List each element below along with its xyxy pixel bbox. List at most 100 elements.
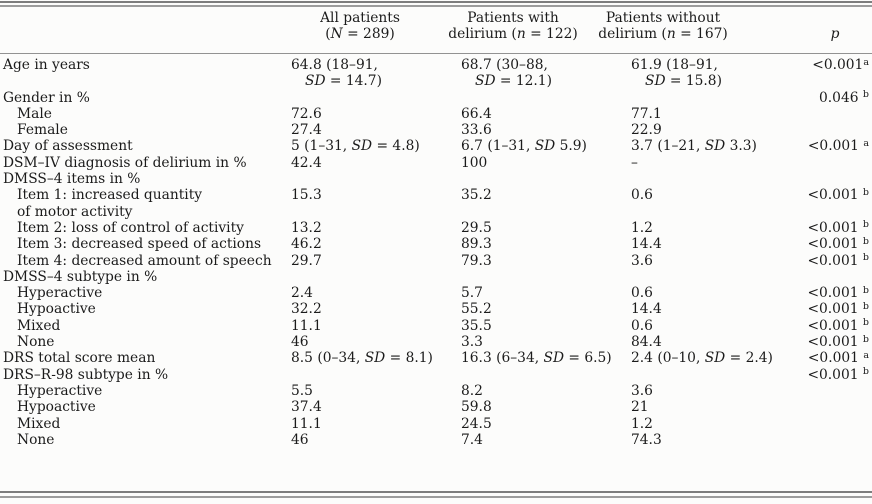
- cell-with-delirium: 79.3: [461, 252, 492, 269]
- bottom-rule-inner: [0, 496, 872, 498]
- cell-without-delirium: 3.6: [631, 382, 653, 399]
- cell-p-value: <0.001 a: [807, 137, 869, 155]
- cell-without-delirium: [631, 269, 798, 285]
- cell-without-delirium: 1.2: [631, 219, 653, 236]
- table-header: All patients (N = 289) Patients with del…: [0, 10, 872, 51]
- cell-all-patients: 27.4: [291, 122, 322, 139]
- cell-p-value: [798, 399, 872, 415]
- cell-p-value: <0.001 b: [807, 300, 869, 318]
- cell-with-delirium: 55.2: [461, 301, 492, 318]
- cell-with-delirium: 8.2: [461, 382, 483, 399]
- row-label: None: [17, 334, 55, 351]
- table-row: Item 3: decreased speed of actions 46.2 89…: [0, 236, 872, 252]
- row-label: Day of assessment: [3, 138, 133, 155]
- cell-without-delirium: 3.7 (1–21, SD 3.3): [631, 138, 757, 155]
- column-header-line1: All patients: [320, 10, 400, 26]
- cell-p-value: 0.046 b: [819, 89, 869, 106]
- cell-without-delirium: 14.4: [631, 236, 662, 253]
- cell-p-value: <0.001 b: [807, 284, 869, 302]
- table-row: None 46 3.3 84.4 <0.001 b: [0, 334, 872, 350]
- column-header-line1: Patients with: [467, 10, 559, 26]
- row-label: Age in years: [3, 57, 90, 73]
- cell-p-value: <0.001 b: [807, 186, 869, 204]
- row-label: Item 4: decreased amount of speech: [17, 252, 272, 269]
- cell-with-delirium: 68.7 (30–88, SD = 12.1): [461, 57, 552, 90]
- row-label: Item 1: increased quantity of motor activ…: [17, 187, 203, 220]
- row-label: Female: [17, 122, 68, 139]
- column-header-line1: Patients without: [605, 10, 721, 26]
- cell-without-delirium: –: [631, 154, 638, 171]
- cell-all-patients: 72.6: [291, 105, 322, 122]
- cell-without-delirium: 84.4: [631, 334, 662, 351]
- row-label: None: [17, 431, 55, 448]
- column-header-without-delirium: Patients without delirium (n = 167): [588, 10, 738, 43]
- column-header-line2: delirium (n = 122): [448, 25, 578, 42]
- cell-p-value: <0.001 b: [807, 333, 869, 351]
- cell-all-patients: [291, 90, 461, 106]
- bottom-rule-outer: [0, 491, 872, 493]
- cell-p-value: [798, 269, 872, 285]
- cell-with-delirium: 16.3 (6–34, SD = 6.5): [461, 350, 612, 367]
- table-row: Age in years 64.8 (18–91, SD = 14.7) 68.7 (…: [0, 57, 872, 90]
- table-row: Hyperactive 2.4 5.7 0.6 <0.001 b: [0, 285, 872, 301]
- row-label: Mixed: [17, 415, 61, 432]
- column-header-p: p: [830, 26, 840, 42]
- cell-p-value: [798, 106, 872, 122]
- cell-with-delirium: 3.3: [461, 334, 483, 351]
- cell-without-delirium: 1.2: [631, 415, 653, 432]
- cell-all-patients: 15.3: [291, 187, 322, 204]
- cell-p-value: <0.001 b: [807, 317, 869, 334]
- cell-p-value: [798, 155, 872, 171]
- table-row: Female 27.4 33.6 22.9: [0, 122, 872, 138]
- table-row: DRS total score mean 8.5 (0–34, SD = 8.1)…: [0, 350, 872, 366]
- table-row: Mixed 11.1 35.5 0.6 <0.001 b: [0, 318, 872, 334]
- table-body: Age in years 64.8 (18–91, SD = 14.7) 68.7 (…: [0, 57, 872, 448]
- cell-all-patients: 5.5: [291, 382, 313, 399]
- row-label: DMSS–4 subtype in %: [3, 268, 158, 285]
- cell-without-delirium: 0.6: [631, 187, 653, 204]
- row-label: DSM–IV diagnosis of delirium in %: [3, 154, 247, 171]
- column-header-with-delirium: Patients with delirium (n = 122): [438, 10, 588, 43]
- top-rule-outer: [0, 1, 872, 3]
- cell-all-patients: 32.2: [291, 301, 322, 318]
- table-row: None 46 7.4 74.3: [0, 432, 872, 448]
- cell-with-delirium: 33.6: [461, 122, 492, 139]
- table-row: Item 1: increased quantity of motor activ…: [0, 187, 872, 220]
- column-header-all-patients: All patients (N = 289): [290, 10, 430, 43]
- table-row: Hypoactive 37.4 59.8 21: [0, 399, 872, 415]
- cell-all-patients: 37.4: [291, 399, 322, 416]
- table-row: DRS–R-98 subtype in % <0.001 b: [0, 367, 872, 383]
- cell-without-delirium: 61.9 (18–91, SD = 15.8): [631, 57, 722, 90]
- cell-all-patients: [291, 171, 461, 187]
- cell-all-patients: 46.2: [291, 236, 322, 253]
- row-label: Item 3: decreased speed of actions: [17, 236, 262, 253]
- column-header-line2: (N = 289): [325, 25, 395, 42]
- cell-with-delirium: 7.4: [461, 431, 483, 448]
- row-label: Hyperactive: [17, 285, 103, 302]
- cell-without-delirium: 0.6: [631, 285, 653, 302]
- cell-all-patients: 11.1: [291, 317, 322, 334]
- row-label: Hypoactive: [17, 399, 96, 416]
- table-row: Gender in % 0.046 b: [0, 90, 872, 106]
- cell-with-delirium: 5.7: [461, 285, 483, 302]
- row-label: DRS–R-98 subtype in %: [3, 366, 169, 383]
- top-rule-inner: [0, 5, 872, 7]
- cell-with-delirium: 100: [461, 154, 488, 171]
- cell-all-patients: [291, 367, 461, 383]
- row-label: Gender in %: [3, 89, 90, 106]
- table-row: DSM–IV diagnosis of delirium in % 42.4 100…: [0, 155, 872, 171]
- row-label: Hypoactive: [17, 301, 96, 318]
- cell-without-delirium: 22.9: [631, 122, 662, 139]
- cell-all-patients: 64.8 (18–91, SD = 14.7): [291, 57, 382, 90]
- cell-p-value: <0.001 a: [807, 349, 869, 367]
- cell-all-patients: 2.4: [291, 285, 313, 302]
- cell-p-value: [798, 171, 872, 187]
- cell-with-delirium: 66.4: [461, 105, 492, 122]
- column-header-line2: delirium (n = 167): [598, 25, 728, 42]
- cell-all-patients: 8.5 (0–34, SD = 8.1): [291, 350, 433, 367]
- cell-p-value: <0.001 b: [807, 366, 869, 383]
- cell-without-delirium: 14.4: [631, 301, 662, 318]
- cell-without-delirium: 2.4 (0–10, SD = 2.4): [631, 350, 773, 367]
- table-row: Hyperactive 5.5 8.2 3.6: [0, 383, 872, 399]
